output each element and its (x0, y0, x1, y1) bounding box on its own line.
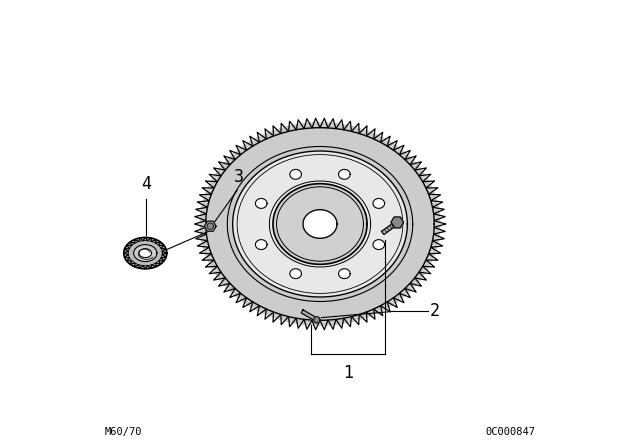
Polygon shape (373, 240, 385, 250)
Polygon shape (255, 240, 267, 250)
Polygon shape (193, 116, 447, 332)
Polygon shape (124, 237, 167, 269)
Polygon shape (139, 249, 152, 258)
Polygon shape (207, 223, 214, 229)
Text: M60/70: M60/70 (105, 427, 143, 437)
Polygon shape (200, 123, 440, 325)
Polygon shape (290, 269, 301, 279)
Polygon shape (339, 269, 350, 279)
Polygon shape (273, 184, 367, 264)
Polygon shape (233, 151, 408, 297)
Text: 4: 4 (141, 175, 151, 193)
Text: 2: 2 (430, 302, 440, 320)
Polygon shape (381, 221, 399, 235)
Text: 0C000847: 0C000847 (485, 427, 535, 437)
Polygon shape (314, 317, 320, 323)
Polygon shape (339, 169, 350, 179)
Polygon shape (255, 198, 267, 208)
Polygon shape (134, 245, 157, 262)
Text: 3: 3 (234, 168, 244, 186)
Polygon shape (204, 221, 216, 231)
Polygon shape (391, 217, 403, 228)
Polygon shape (373, 198, 385, 208)
Text: 1: 1 (343, 364, 353, 382)
Polygon shape (290, 169, 301, 179)
Polygon shape (303, 210, 337, 238)
Polygon shape (301, 310, 317, 321)
